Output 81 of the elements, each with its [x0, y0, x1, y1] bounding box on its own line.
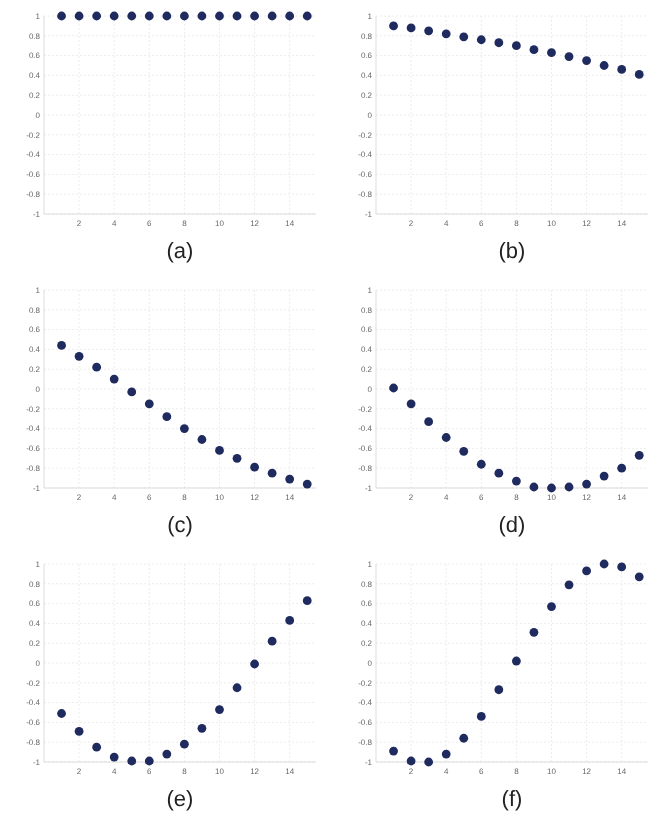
point — [197, 723, 207, 733]
point — [127, 387, 137, 397]
point — [57, 709, 66, 718]
point — [389, 21, 398, 31]
point — [459, 446, 469, 456]
point — [74, 351, 84, 361]
text: (d) — [498, 514, 526, 538]
point — [109, 752, 119, 762]
point — [389, 746, 398, 756]
point — [92, 742, 102, 752]
point — [494, 685, 504, 695]
point — [441, 749, 451, 759]
point — [547, 48, 556, 58]
point — [197, 435, 207, 444]
point — [179, 739, 189, 749]
point — [232, 453, 242, 463]
point — [389, 383, 398, 393]
point — [494, 38, 504, 48]
point — [476, 712, 486, 721]
point — [529, 482, 539, 492]
point — [215, 705, 224, 714]
point — [599, 61, 609, 70]
point — [459, 32, 469, 42]
point — [494, 468, 504, 478]
point — [406, 399, 416, 409]
point — [302, 596, 312, 606]
point — [285, 616, 295, 625]
text: (b) — [498, 240, 526, 264]
point — [302, 479, 312, 489]
point — [92, 362, 102, 372]
point — [634, 572, 644, 582]
point — [564, 482, 574, 492]
point — [424, 757, 434, 767]
point — [109, 374, 119, 384]
point — [459, 733, 469, 743]
point — [476, 35, 486, 45]
point — [511, 476, 521, 486]
point — [547, 602, 556, 611]
text: (c) — [167, 514, 193, 538]
point — [162, 749, 172, 759]
point — [267, 468, 277, 478]
point — [127, 756, 137, 766]
point — [285, 474, 295, 484]
point — [511, 656, 521, 666]
point — [441, 29, 451, 39]
point — [441, 433, 451, 442]
point — [57, 341, 66, 350]
point — [617, 65, 627, 74]
point — [511, 41, 521, 51]
point — [74, 726, 84, 736]
point — [582, 479, 591, 489]
point — [406, 23, 416, 33]
point — [232, 683, 242, 693]
point — [250, 462, 259, 472]
point — [599, 471, 609, 481]
text: (a) — [166, 240, 194, 264]
point — [599, 559, 609, 569]
point — [564, 580, 574, 590]
point — [582, 566, 591, 576]
text: (f) — [501, 788, 523, 812]
point — [215, 445, 224, 455]
point — [179, 424, 189, 433]
text: (e) — [166, 788, 194, 812]
point — [250, 659, 259, 669]
point — [617, 463, 627, 473]
point — [582, 56, 591, 65]
point — [144, 399, 154, 409]
point — [547, 483, 556, 493]
point — [162, 412, 172, 422]
point — [529, 627, 539, 637]
point — [267, 636, 277, 646]
point — [564, 52, 574, 61]
point — [634, 70, 644, 79]
point — [144, 756, 154, 766]
point — [617, 562, 627, 572]
point — [424, 26, 434, 36]
point — [476, 459, 486, 469]
point — [406, 756, 416, 766]
point — [529, 45, 539, 55]
point — [634, 450, 644, 460]
point — [424, 417, 434, 427]
